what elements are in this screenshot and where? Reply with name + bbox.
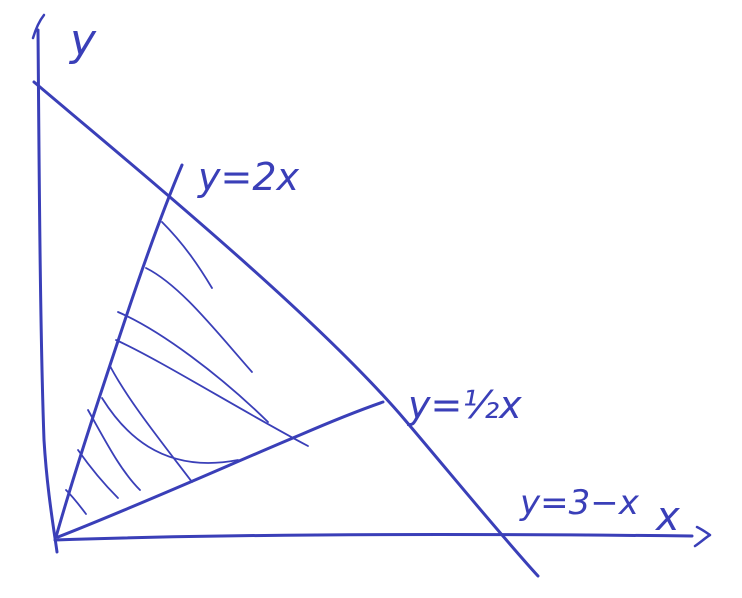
hatched-region [65, 221, 309, 515]
x-axis-arrow [693, 525, 712, 548]
hatch-stroke [161, 221, 213, 289]
hatch-stroke [117, 311, 269, 423]
y-axis [36, 28, 59, 554]
line-y-equals-3-minus-x [32, 80, 540, 578]
x-axis-label: x [654, 494, 680, 540]
hatch-stroke [87, 409, 141, 491]
hatch-stroke [77, 449, 119, 499]
line-y-equals-2x [54, 163, 184, 539]
y-axis-label: y [68, 15, 97, 66]
y-axis-arrow [31, 13, 46, 40]
line-y-equals-half-x [56, 400, 385, 539]
hatch-stroke [109, 365, 193, 483]
hatch-stroke [115, 339, 309, 447]
label-y-equals-half-x: y=½x [407, 383, 522, 427]
hatch-stroke [101, 397, 239, 464]
label-y-equals-2x: y=2x [197, 155, 300, 199]
x-axis [53, 533, 694, 542]
hatch-stroke [145, 267, 253, 373]
label-y-equals-3-minus-x: y=3−x [519, 483, 640, 523]
hatch-stroke [65, 489, 87, 515]
